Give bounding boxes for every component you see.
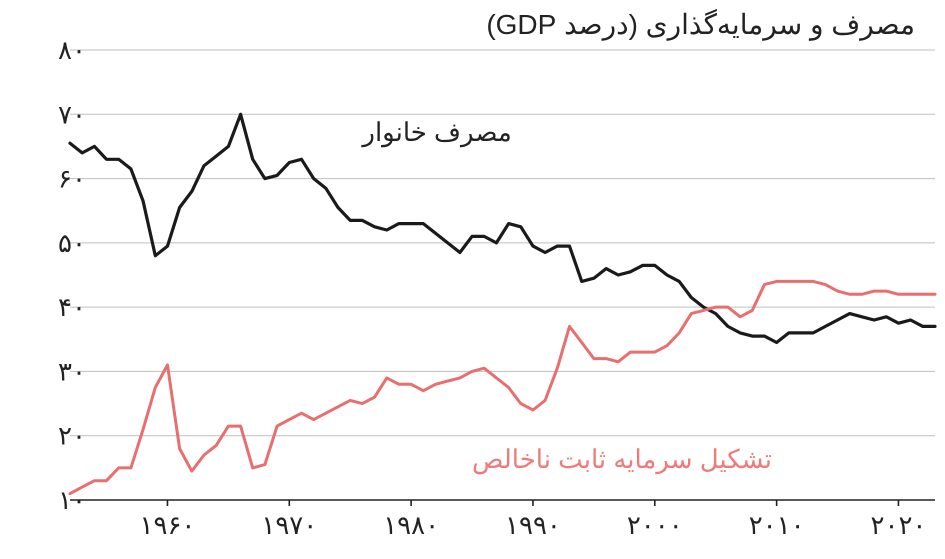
y-tick-label: ۸۰ <box>58 35 86 65</box>
series-label-household-consumption: مصرف خانوار <box>362 117 511 148</box>
x-tick-label: ۱۹۸۰ <box>383 510 439 540</box>
y-tick-label: ۵۰ <box>58 228 86 258</box>
series-household-consumption <box>70 114 935 342</box>
chart-container: ۱۰۲۰۳۰۴۰۵۰۶۰۷۰۸۰۱۹۶۰۱۹۷۰۱۹۸۰۱۹۹۰۲۰۰۰۲۰۱۰… <box>0 0 945 559</box>
x-tick-label: ۱۹۷۰ <box>261 510 317 540</box>
series-label-gross-fixed-capital: تشکیل سرمایه ثابت ناخالص <box>472 444 772 475</box>
chart-title: مصرف و سرمایه‌گذاری (درصد GDP) <box>486 8 915 41</box>
y-tick-label: ۷۰ <box>58 99 86 129</box>
x-tick-label: ۱۹۹۰ <box>505 510 561 540</box>
x-tick-label: ۱۹۶۰ <box>140 510 196 540</box>
y-tick-label: ۳۰ <box>58 356 86 386</box>
y-tick-label: ۶۰ <box>58 164 86 194</box>
x-tick-label: ۲۰۲۰ <box>871 510 927 540</box>
y-tick-label: ۲۰ <box>58 421 86 451</box>
y-tick-label: ۴۰ <box>58 292 86 322</box>
x-tick-label: ۲۰۱۰ <box>749 510 805 540</box>
x-tick-label: ۲۰۰۰ <box>627 510 683 540</box>
